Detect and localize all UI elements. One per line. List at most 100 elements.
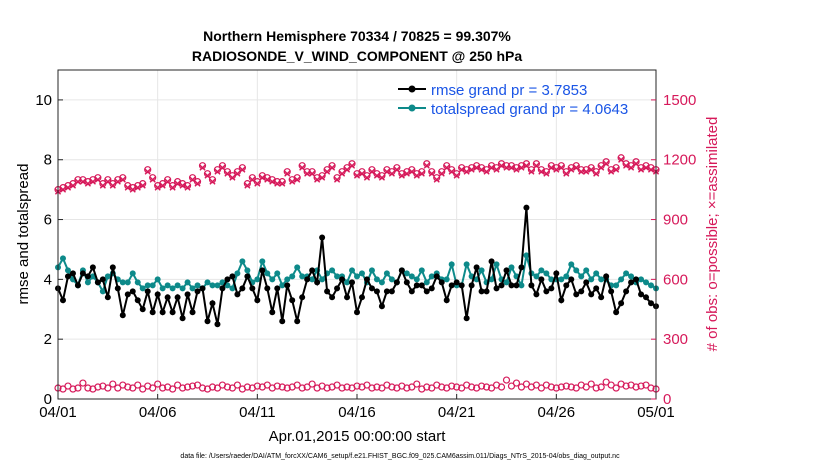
- obs-assimilated-point: [159, 182, 166, 189]
- spread-point: [169, 285, 176, 292]
- chart-title-line2: RADIOSONDE_V_WIND_COMPONENT @ 250 hPa: [192, 48, 522, 64]
- rmse-point: [408, 288, 415, 295]
- rmse-point: [189, 309, 196, 316]
- obs-possible-point: [183, 383, 192, 391]
- spread-point: [64, 267, 71, 274]
- spread-point: [503, 279, 510, 286]
- rmse-point: [418, 282, 425, 289]
- rmse-point: [199, 285, 206, 292]
- spread-point: [194, 282, 201, 289]
- spread-point: [518, 282, 525, 289]
- spread-point: [508, 264, 515, 271]
- obs-possible-point: [587, 164, 595, 172]
- obs-possible-point: [612, 164, 620, 172]
- obs-possible-point: [79, 379, 87, 387]
- y-right-tick-label: 1200: [663, 152, 696, 169]
- obs-assimilated-point: [324, 168, 331, 175]
- obs-possible-point: [562, 382, 570, 390]
- obs-possible-point: [124, 383, 132, 391]
- obs-assimilated-point: [413, 172, 420, 179]
- spread-point: [279, 282, 286, 289]
- spread-point: [289, 273, 296, 280]
- rmse-point: [633, 276, 640, 283]
- obs-assimilated-point: [383, 168, 390, 175]
- obs-assimilated-point: [104, 178, 111, 185]
- spread-point: [354, 273, 360, 280]
- spread-point: [234, 270, 241, 277]
- obs-possible-point: [438, 383, 446, 391]
- spread-point: [229, 285, 236, 292]
- spread-point: [239, 258, 246, 265]
- obs-assimilated-point: [548, 164, 555, 171]
- spread-point: [618, 276, 625, 283]
- obs-possible-point: [612, 384, 620, 392]
- spread-point: [598, 276, 605, 283]
- rmse-point: [269, 309, 276, 316]
- rmse-point: [224, 276, 231, 283]
- obs-possible-point: [647, 384, 655, 392]
- spread-point: [388, 276, 395, 283]
- rmse-point: [339, 276, 346, 283]
- spread-point: [184, 279, 191, 286]
- obs-possible-point: [587, 380, 595, 388]
- spread-point: [523, 252, 530, 259]
- rmse-point: [393, 279, 400, 286]
- spread-point: [124, 279, 131, 286]
- rmse-point: [603, 273, 610, 280]
- obs-possible-point: [408, 166, 416, 174]
- obs-possible-point: [233, 381, 241, 389]
- obs-assimilated-point: [184, 184, 191, 191]
- obs-possible-point: [438, 168, 446, 176]
- rmse-point: [349, 279, 356, 286]
- rmse-point: [209, 300, 216, 307]
- spread-point: [613, 282, 620, 289]
- obs-possible-point: [169, 385, 177, 393]
- rmse-point: [373, 288, 380, 295]
- obs-assimilated-point: [578, 168, 585, 175]
- spread-point: [423, 279, 430, 286]
- spread-point: [563, 273, 570, 280]
- rmse-point: [144, 288, 151, 295]
- rmse-point: [289, 297, 296, 304]
- obs-possible-point: [597, 383, 605, 391]
- rmse-point: [344, 294, 351, 301]
- spread-point: [593, 270, 600, 277]
- rmse-point: [329, 294, 336, 301]
- obs-assimilated-point: [149, 176, 156, 183]
- obs-possible-point: [527, 166, 536, 174]
- rmse-point: [319, 234, 326, 241]
- obs-assimilated-point: [64, 184, 72, 191]
- obs-possible-point: [592, 384, 600, 392]
- obs-possible-point: [403, 384, 411, 392]
- spread-point: [164, 282, 171, 289]
- rmse-point: [169, 309, 176, 316]
- spread-point: [84, 279, 91, 286]
- rmse-point: [234, 291, 241, 298]
- obs-possible-point: [104, 176, 112, 184]
- obs-assimilated-point: [353, 172, 361, 179]
- obs-assimilated-point: [174, 180, 181, 187]
- spread-point: [428, 273, 435, 280]
- obs-possible-point: [188, 382, 197, 390]
- obs-assimilated-point: [179, 182, 186, 189]
- obs-possible-point: [423, 383, 431, 391]
- rmse-point: [423, 288, 430, 295]
- obs-assimilated-point: [319, 174, 326, 181]
- obs-possible-point: [343, 383, 351, 391]
- obs-possible-point: [602, 158, 610, 166]
- spread-point: [478, 267, 485, 274]
- rmse-point: [84, 273, 91, 280]
- spread-point: [214, 282, 221, 289]
- obs-assimilated-point: [553, 166, 560, 173]
- spread-point: [443, 276, 450, 283]
- spread-point: [373, 276, 380, 283]
- obs-possible-point: [433, 174, 441, 182]
- obs-assimilated-point: [59, 186, 67, 193]
- rmse-point: [299, 294, 306, 301]
- rmse-point: [553, 270, 560, 277]
- obs-assimilated-point: [74, 178, 82, 185]
- obs-assimilated-point: [573, 164, 580, 171]
- obs-assimilated-point: [169, 184, 176, 191]
- obs-possible-point: [218, 162, 227, 170]
- obs-assimilated-point: [583, 168, 590, 175]
